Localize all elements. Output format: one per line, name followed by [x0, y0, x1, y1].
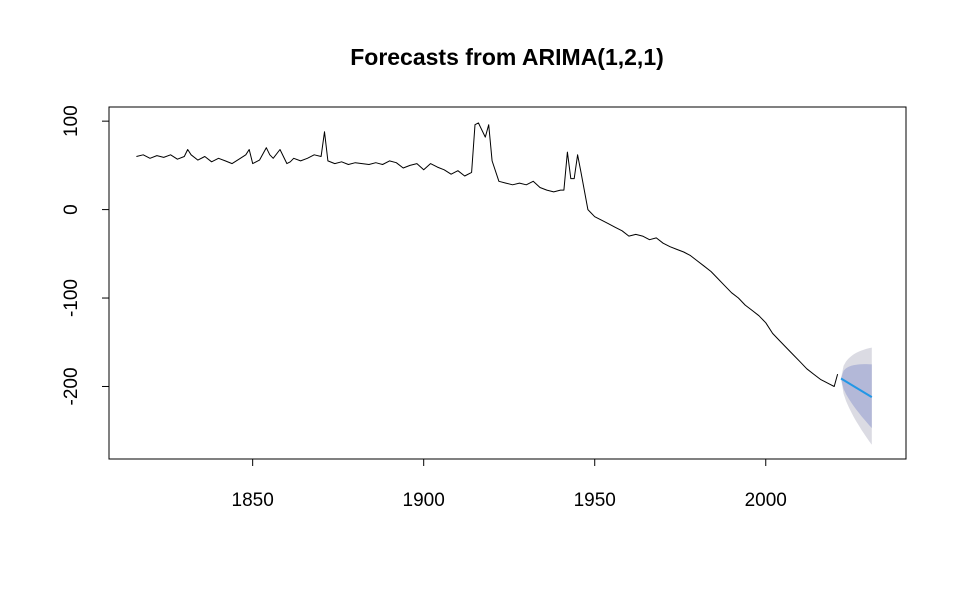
x-tick-label: 1950: [574, 490, 616, 511]
x-tick-label: 1900: [403, 490, 445, 511]
x-axis: 1850 1900 1950 2000: [232, 458, 787, 511]
x-tick-label: 1850: [232, 490, 274, 511]
forecast-mean-line: [840, 377, 873, 398]
forecast-interval-bands: [841, 347, 872, 445]
y-tick-label: -100: [61, 279, 82, 317]
historical-series-line: [136, 122, 839, 387]
x-tick-label: 2000: [745, 490, 787, 511]
y-tick-label: 0: [61, 204, 82, 215]
chart-title: Forecasts from ARIMA(1,2,1): [350, 44, 664, 70]
y-tick-label: -200: [61, 367, 82, 405]
series-lines: [136, 122, 873, 398]
y-axis: 100 0 -100 -200: [61, 105, 110, 405]
plot-area-border: [108, 106, 907, 460]
y-tick-label: 100: [61, 105, 82, 137]
forecast-band-80: [841, 364, 872, 428]
